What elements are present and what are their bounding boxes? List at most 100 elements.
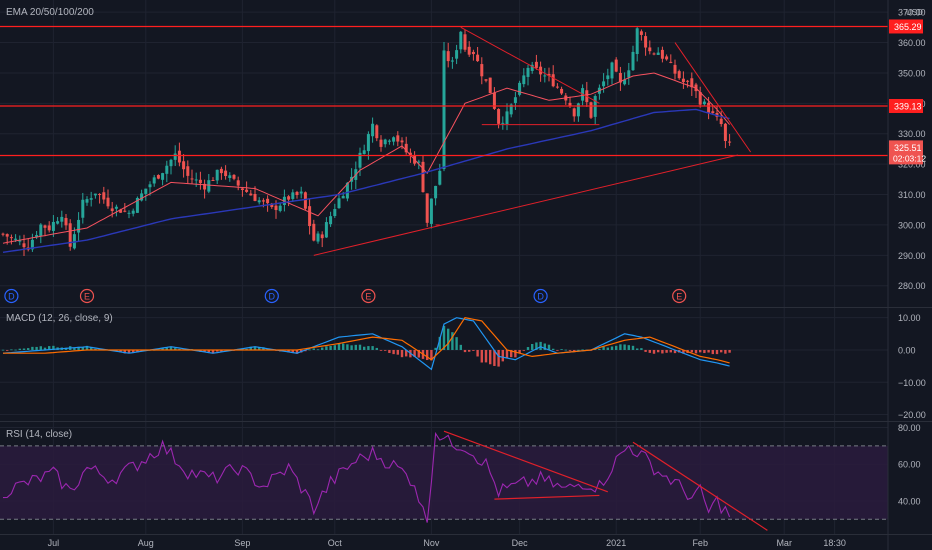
macd-histogram-bar [165, 347, 168, 350]
macd-histogram-bar [342, 343, 345, 350]
candle-body [324, 222, 328, 238]
ema-short-line [2, 72, 730, 244]
time-tick-label: Dec [512, 538, 529, 548]
candle-body [18, 240, 22, 242]
candle-body [39, 224, 43, 237]
candle-body [723, 123, 727, 141]
macd-histogram-bar [623, 344, 626, 350]
candle-body [702, 101, 706, 105]
candle-body [719, 118, 723, 125]
macd-histogram-bar [606, 347, 609, 350]
macd-histogram-bar [211, 349, 215, 354]
candle-body [610, 62, 614, 79]
candle-body [5, 234, 9, 237]
macd-histogram-bar [203, 349, 206, 352]
candle-body [173, 153, 177, 160]
macd-line [2, 317, 730, 371]
currency-label: USD [906, 8, 923, 17]
event-marker-letter: D [269, 292, 276, 302]
candle-body [131, 210, 135, 214]
macd-histogram-bar [476, 349, 479, 357]
candle-body [446, 51, 450, 62]
candle-body [648, 47, 652, 52]
candle-body [85, 199, 89, 203]
macd-histogram-bar [85, 345, 89, 350]
candle-body [102, 192, 106, 200]
macd-histogram-bar [602, 346, 605, 350]
macd-histogram-bar [77, 346, 80, 350]
macd-histogram-bar [556, 349, 559, 351]
macd-histogram-bar [396, 349, 399, 355]
macd-histogram-bar [627, 345, 630, 350]
macd-histogram-bar [27, 348, 30, 350]
candle-body [333, 209, 337, 217]
macd-histogram-bar [573, 349, 576, 351]
macd-histogram-bar [312, 348, 315, 350]
macd-histogram-bar [1, 349, 5, 351]
candle-body [215, 169, 219, 181]
candle-body [198, 179, 202, 184]
axis-tick-label: 310.00 [898, 190, 926, 200]
candle-body [341, 196, 345, 199]
axis-tick-label: 10.00 [898, 313, 921, 323]
candle-body [450, 60, 454, 62]
candle-body [278, 205, 282, 211]
candle-body [224, 170, 228, 177]
candle-body [148, 184, 152, 188]
candle-body [522, 75, 526, 85]
candle-body [9, 237, 13, 239]
macd-histogram-bar [115, 349, 118, 352]
candle-body [539, 66, 543, 75]
macd-histogram-bar [10, 349, 13, 351]
axis-tick-label: 0.00 [898, 345, 916, 355]
macd-histogram-bar [615, 345, 618, 350]
rsi-label: RSI (14, close) [6, 429, 72, 440]
axis-tick-label: 320.00 [898, 160, 926, 170]
macd-histogram-bar [526, 347, 530, 350]
candle-body [253, 194, 257, 201]
macd-histogram-bar [472, 349, 475, 351]
macd-histogram-bar [661, 349, 664, 354]
macd-histogram-bar [6, 349, 9, 351]
candle-body [518, 82, 522, 95]
level-price-tag-text: 339.13 [894, 101, 922, 111]
axis-tick-label: 350.00 [898, 68, 926, 78]
macd-histogram-bar [216, 349, 219, 352]
macd-histogram-bar [501, 349, 504, 362]
candle-body [308, 206, 312, 227]
candle-body [576, 103, 580, 117]
macd-histogram-bar [207, 349, 210, 353]
candle-body [635, 28, 639, 55]
macd-histogram-bar [522, 349, 525, 351]
macd-histogram-bar [468, 349, 471, 352]
dividend-marker [4, 288, 19, 304]
candle-body [43, 225, 47, 228]
last-price-countdown: 02:03:12 [893, 153, 926, 163]
candle-body [429, 198, 433, 224]
macd-histogram-bar [22, 348, 26, 350]
time-tick-label: 18:30 [823, 538, 846, 548]
candle-body [404, 143, 408, 153]
axis-tick-label: 360.00 [898, 38, 926, 48]
macd-histogram-bar [493, 349, 496, 366]
axis-tick-label: 280.00 [898, 281, 926, 291]
candle-body [72, 234, 76, 249]
macd-histogram-bar [405, 349, 408, 357]
macd-histogram-bar [316, 349, 320, 351]
candle-body [249, 193, 253, 196]
macd-histogram-bar [367, 346, 370, 350]
candle-body [232, 174, 236, 179]
axis-tick-label: 290.00 [898, 251, 926, 261]
candle-body [77, 219, 81, 233]
candle-body [295, 191, 299, 196]
macd-histogram-bar [447, 328, 450, 350]
macd-histogram-bar [39, 346, 42, 350]
macd-histogram-bar [581, 349, 584, 351]
candle-body [156, 175, 160, 179]
candle-body [261, 200, 265, 202]
candle-body [459, 31, 463, 50]
candle-body [228, 175, 232, 179]
time-tick-label: Oct [328, 538, 343, 548]
